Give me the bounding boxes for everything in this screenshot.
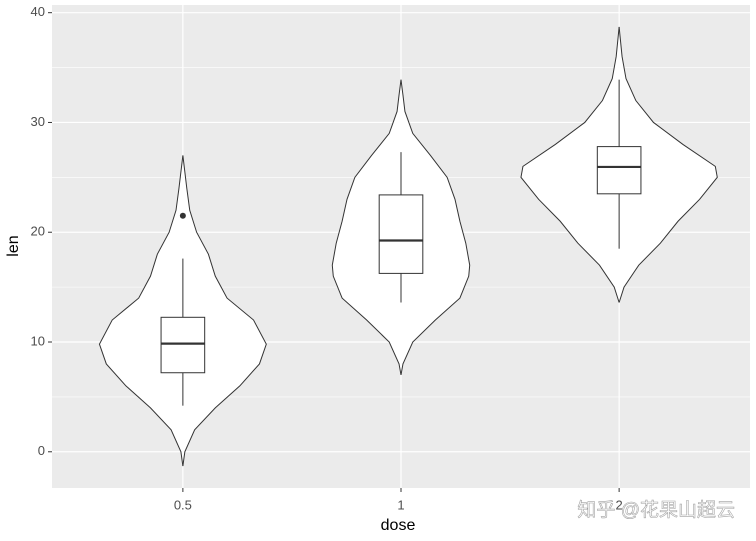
y-tick-label: 0 [38,443,45,458]
y-tick-label: 10 [31,333,45,348]
x-tick-label: 1 [397,497,404,512]
x-axis-label: dose [381,517,416,534]
x-tick-label: 0.5 [174,497,192,512]
box [378,194,424,274]
y-tick-label: 30 [31,114,45,129]
outlier [179,212,186,219]
violin-outline [520,26,620,303]
y-axis-label: len [5,235,22,256]
violin-outline [331,79,402,376]
box [160,316,206,374]
violin-outline [400,79,471,376]
violin-outline [618,26,718,303]
y-tick-label: 20 [31,224,45,239]
box [596,146,642,195]
violin-outline [98,155,184,467]
x-tick-label: 2 [616,497,623,512]
y-tick-label: 40 [31,4,45,19]
violin-outline [182,155,267,467]
watermark: 知乎 @花果山超云 [577,499,735,521]
